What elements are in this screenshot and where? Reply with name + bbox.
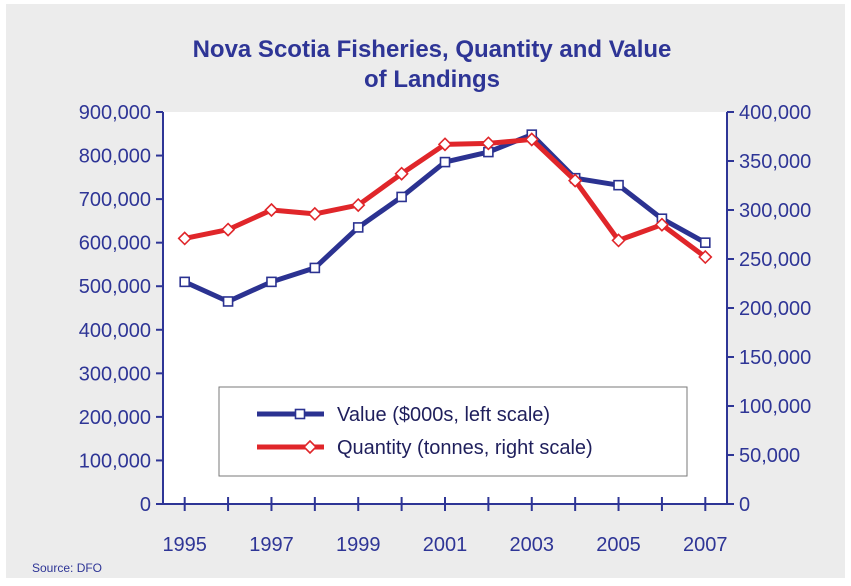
legend-quantity-marker (302, 439, 318, 455)
value-point (396, 191, 407, 203)
legend-box (218, 386, 688, 477)
legend-quantity-label: Quantity (tonnes, right scale) (337, 437, 593, 459)
right-y-tick-label: 100,000 (739, 396, 811, 418)
value-point (439, 156, 451, 168)
right-y-tick-label: 0 (739, 494, 750, 516)
series-layer (177, 129, 713, 307)
right-y-tick-label: 400,000 (739, 102, 811, 124)
chart-axes: 0 100,000 200,000 300,000 400,000 500,000 600,… (79, 102, 812, 556)
source-note: Source: DFO (32, 561, 102, 575)
left-y-tick-label: 500,000 (79, 276, 151, 298)
left-y-tick-label: 900,000 (79, 102, 151, 124)
chart-panel: Nova Scotia Fisheries, Quantity and Valu… (6, 4, 845, 578)
right-y-tick-label: 300,000 (739, 200, 811, 222)
chart-title-line-1: Nova Scotia Fisheries, Quantity and Valu… (193, 36, 672, 63)
x-tick-label: 1995 (162, 534, 207, 556)
value-point (179, 276, 190, 288)
left-y-tick-label: 700,000 (79, 189, 151, 211)
left-y-tick-label: 800,000 (79, 146, 151, 168)
right-y-tick-label: 200,000 (739, 298, 811, 320)
left-y-tick-label: 600,000 (79, 233, 151, 255)
x-tick-label: 2005 (596, 534, 641, 556)
right-y-tick-label: 50,000 (739, 445, 800, 467)
chart-title: Nova Scotia Fisheries, Quantity and Valu… (193, 36, 672, 93)
quantity-point (307, 206, 322, 222)
chart-title-line-2: of Landings (364, 66, 500, 93)
x-tick-label: 2001 (423, 534, 468, 556)
value-point (309, 262, 321, 274)
quantity-point (611, 233, 626, 248)
legend-value-marker (294, 408, 306, 420)
chart-legend: Value ($000s, left scale) Quantity (tonne… (218, 386, 688, 477)
right-y-tick-label: 150,000 (739, 347, 811, 369)
x-tick-label: 2007 (683, 534, 728, 556)
quantity-point (698, 249, 713, 265)
legend-value-label: Value ($000s, left scale) (337, 404, 550, 426)
quantity-point (568, 173, 583, 188)
quantity-point (264, 202, 279, 218)
value-point (613, 179, 624, 191)
quantity-point (220, 222, 236, 237)
quantity-point (437, 137, 453, 152)
x-tick-label: 2003 (510, 534, 555, 556)
right-y-tick-label: 250,000 (739, 249, 811, 271)
quantity-point (654, 217, 670, 232)
value-point (222, 296, 234, 307)
left-y-tick-label: 0 (140, 494, 151, 516)
right-y-tick-label: 350,000 (739, 151, 811, 173)
left-y-tick-label: 100,000 (79, 450, 151, 472)
line-chart: Nova Scotia Fisheries, Quantity and Valu… (32, 36, 812, 575)
left-y-tick-label: 200,000 (79, 407, 151, 429)
quantity-point (394, 166, 409, 181)
quantity-point (351, 197, 366, 213)
left-y-tick-label: 300,000 (79, 363, 151, 385)
value-point (266, 276, 277, 288)
value-point (352, 222, 364, 233)
value-point (700, 237, 711, 248)
quantity-point (481, 136, 496, 151)
quantity-point (177, 231, 192, 246)
x-tick-label: 1999 (336, 534, 381, 556)
left-y-tick-label: 400,000 (79, 320, 151, 342)
quantity-point (524, 132, 539, 147)
x-tick-label: 1997 (249, 534, 294, 556)
